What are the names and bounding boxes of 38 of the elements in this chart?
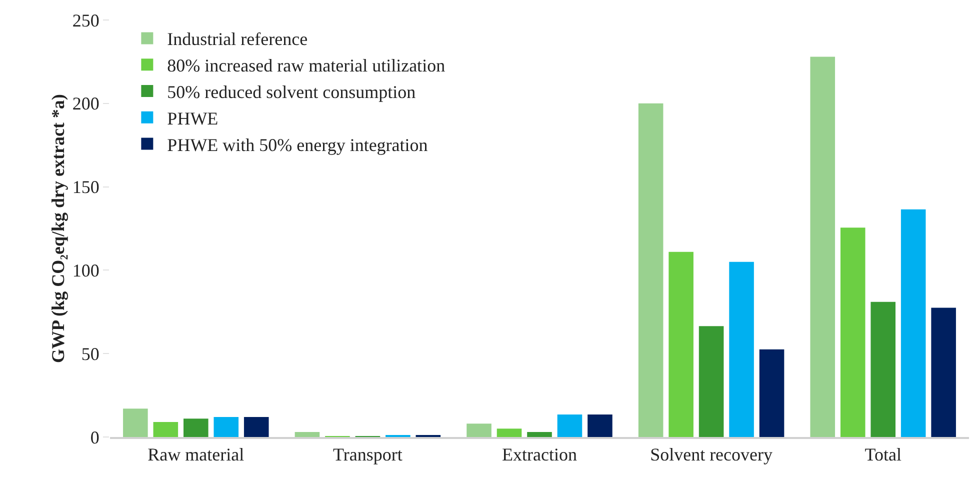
bar <box>668 252 694 437</box>
bar <box>294 432 320 437</box>
bar <box>214 416 239 437</box>
bar <box>900 209 926 437</box>
bar <box>931 308 956 437</box>
legend-label: 50% reduced solvent consumption <box>167 82 416 102</box>
x-tick-label: Extraction <box>502 444 577 464</box>
bar <box>244 416 269 437</box>
y-tick-label: 0 <box>90 427 100 448</box>
legend-label: Industrial reference <box>167 29 308 50</box>
x-tick-label: Raw material <box>148 444 244 464</box>
bar <box>840 228 866 437</box>
bar <box>759 349 784 437</box>
y-tick-label: 250 <box>72 10 100 30</box>
legend-label: PHWE <box>167 108 218 128</box>
y-tick-label: 50 <box>81 344 100 364</box>
legend-label: 80% increased raw material utilization <box>167 56 446 76</box>
bar <box>123 408 148 437</box>
bar <box>153 422 178 437</box>
y-axis-title: GWP (kg CO₂eq/kg dry extract *a) <box>48 94 68 363</box>
bar <box>557 414 582 437</box>
x-tick-label: Transport <box>333 444 402 464</box>
bar <box>810 56 836 437</box>
y-tick-label: 150 <box>72 177 100 198</box>
bar <box>638 103 664 437</box>
bar <box>184 418 208 437</box>
y-tick-label: 100 <box>72 260 100 280</box>
bar <box>527 432 552 437</box>
bar <box>588 414 612 437</box>
bar <box>870 302 896 437</box>
y-tick-label: 200 <box>72 94 100 114</box>
legend-label: PHWE with 50% energy integration <box>167 134 428 155</box>
bar <box>496 428 522 437</box>
x-tick-label: Total <box>864 444 902 464</box>
bar <box>698 326 724 437</box>
bar <box>466 424 492 437</box>
bar <box>729 262 754 437</box>
x-tick-label: Solvent recovery <box>650 444 773 464</box>
